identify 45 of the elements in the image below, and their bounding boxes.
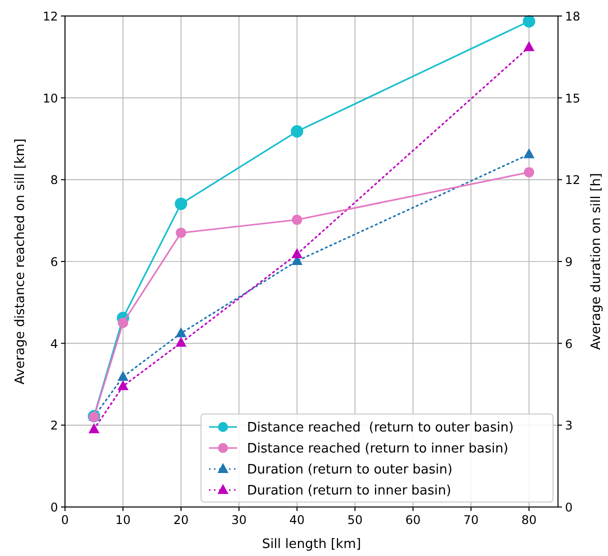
y2-tick-label: 9 bbox=[565, 255, 573, 269]
y2-tick-label: 0 bbox=[565, 500, 573, 514]
legend-label: Duration (return to outer basin) bbox=[247, 462, 452, 478]
point bbox=[524, 167, 534, 178]
y-tick-label: 6 bbox=[50, 255, 58, 269]
point bbox=[176, 228, 186, 238]
point bbox=[522, 15, 536, 28]
y2-tick-label: 15 bbox=[565, 91, 580, 106]
point bbox=[118, 318, 128, 328]
x-tick-label: 50 bbox=[347, 513, 363, 527]
x-tick-label: 10 bbox=[115, 513, 131, 527]
y2-tick-label: 6 bbox=[565, 336, 573, 351]
point bbox=[290, 125, 304, 138]
legend-label: Duration (return to inner basin) bbox=[247, 484, 452, 498]
point bbox=[118, 380, 128, 390]
point bbox=[292, 214, 302, 225]
y-tick-label: 4 bbox=[50, 336, 58, 351]
x-tick-label: 30 bbox=[231, 513, 247, 527]
x-tick-label: 80 bbox=[521, 513, 537, 527]
y2-tick-label: 12 bbox=[565, 173, 580, 188]
x-axis-title: Sill length [km] bbox=[262, 537, 362, 552]
point bbox=[88, 423, 100, 434]
point bbox=[524, 148, 534, 158]
y-tick-label: 12 bbox=[42, 10, 58, 24]
point bbox=[176, 336, 186, 347]
legend-label: Distance reached (return to inner basin) bbox=[247, 442, 508, 456]
y-tick-label: 0 bbox=[50, 500, 58, 514]
y-axis-title: Average distance reached on sill [km] bbox=[13, 138, 28, 384]
point bbox=[118, 370, 128, 381]
x-tick-label: 0 bbox=[61, 513, 69, 527]
y-tick-label: 8 bbox=[50, 173, 58, 188]
x-tick-label: 60 bbox=[405, 513, 421, 527]
point bbox=[292, 248, 302, 258]
point bbox=[524, 41, 534, 52]
y2-axis-title: Average duration on sill [h] bbox=[589, 173, 604, 350]
y-tick-label: 2 bbox=[50, 418, 58, 433]
point bbox=[176, 327, 186, 338]
x-tick-label: 70 bbox=[463, 513, 479, 527]
x-tick-label: 20 bbox=[173, 513, 189, 527]
x-tick-label: 40 bbox=[289, 513, 305, 527]
y-tick-label: 10 bbox=[42, 91, 58, 106]
legend-label: Distance reached (return to outer basin) bbox=[247, 420, 514, 436]
point bbox=[174, 198, 188, 210]
y2-tick-label: 18 bbox=[565, 10, 580, 24]
y2-tick-label: 3 bbox=[565, 418, 573, 433]
